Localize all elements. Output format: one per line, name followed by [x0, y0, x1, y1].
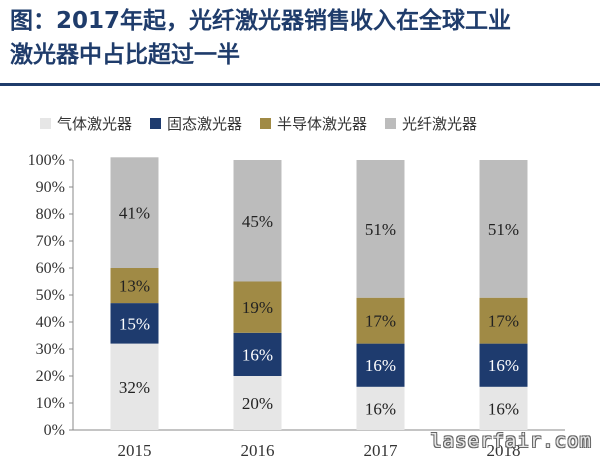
x-tick-label: 2017: [364, 441, 399, 460]
y-tick-label: 90%: [36, 179, 65, 196]
bar-segment: [356, 343, 405, 387]
bar-segment: [233, 160, 282, 282]
data-label: 13%: [119, 277, 150, 296]
y-tick-label: 30%: [36, 341, 65, 358]
data-label: 16%: [488, 399, 519, 418]
bar-segment: [110, 268, 159, 304]
legend-item-solid-state: 固态激光器: [150, 113, 242, 134]
legend-label-solid-state: 固态激光器: [167, 114, 243, 133]
data-label: 51%: [488, 220, 519, 239]
legend-swatch-fiber: [385, 117, 397, 129]
x-tick-label: 2016: [241, 441, 275, 460]
y-tick-label: 100%: [28, 152, 65, 169]
bar-segment: [479, 297, 528, 344]
data-label: 45%: [242, 212, 273, 231]
legend-swatch-solid-state: [150, 117, 162, 129]
data-label: 17%: [488, 312, 519, 331]
data-label: 19%: [242, 298, 273, 317]
legend: 气体激光器 固态激光器 半导体激光器 光纤激光器: [40, 112, 495, 134]
y-tick-label: 10%: [36, 395, 65, 412]
y-tick-label: 20%: [36, 368, 65, 385]
legend-item-semiconductor: 半导体激光器: [260, 113, 367, 134]
y-tick-label: 60%: [36, 260, 65, 277]
bar-segment: [479, 386, 528, 430]
data-label: 16%: [365, 399, 396, 418]
y-tick-label: 70%: [36, 233, 65, 250]
bar-segment: [233, 332, 282, 376]
legend-label-semiconductor: 半导体激光器: [277, 114, 368, 133]
legend-swatch-semiconductor: [260, 117, 272, 129]
bar-segment: [479, 160, 528, 298]
legend-label-gas: 气体激光器: [57, 114, 133, 133]
legend-item-gas: 气体激光器: [40, 113, 132, 134]
bar-segment: [356, 297, 405, 344]
bar-segment: [356, 386, 405, 430]
bar-segment: [110, 343, 159, 430]
data-label: 41%: [119, 204, 150, 223]
y-tick-label: 50%: [36, 287, 65, 304]
x-tick-label: 2015: [118, 441, 152, 460]
bar-segment: [110, 303, 159, 344]
y-tick-label: 80%: [36, 206, 65, 223]
y-tick-label: 40%: [36, 314, 65, 331]
data-label: 16%: [242, 345, 273, 364]
data-label: 20%: [242, 394, 273, 413]
bar-segment: [110, 157, 159, 268]
bar-segment: [233, 281, 282, 333]
data-label: 51%: [365, 220, 396, 239]
data-label: 17%: [365, 312, 396, 331]
chart-title: 图：2017年起，光纤激光器销售收入在全球工业 激光器中占比超过一半: [10, 4, 590, 72]
legend-label-fiber: 光纤激光器: [402, 114, 478, 133]
legend-item-fiber: 光纤激光器: [385, 113, 477, 134]
data-label: 16%: [365, 356, 396, 375]
bar-segment: [356, 160, 405, 298]
data-label: 32%: [119, 378, 150, 397]
title-line-2: 激光器中占比超过一半: [10, 42, 240, 68]
bar-segment: [479, 343, 528, 387]
data-label: 16%: [488, 356, 519, 375]
watermark: laserfair.com: [430, 430, 592, 452]
data-label: 15%: [119, 314, 150, 333]
y-tick-label: 0%: [44, 422, 65, 439]
x-tick-label: 2018: [487, 441, 521, 460]
title-divider: [0, 83, 600, 86]
legend-swatch-gas: [40, 117, 51, 129]
title-line-1: 图：2017年起，光纤激光器销售收入在全球工业: [10, 8, 512, 34]
bar-segment: [233, 376, 282, 430]
